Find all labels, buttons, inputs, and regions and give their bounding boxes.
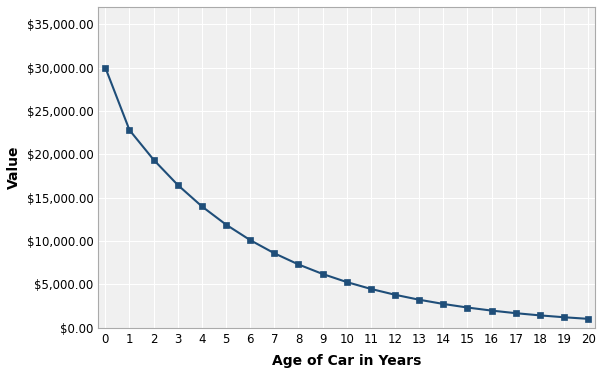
Y-axis label: Value: Value (7, 146, 21, 189)
X-axis label: Age of Car in Years: Age of Car in Years (272, 354, 421, 368)
